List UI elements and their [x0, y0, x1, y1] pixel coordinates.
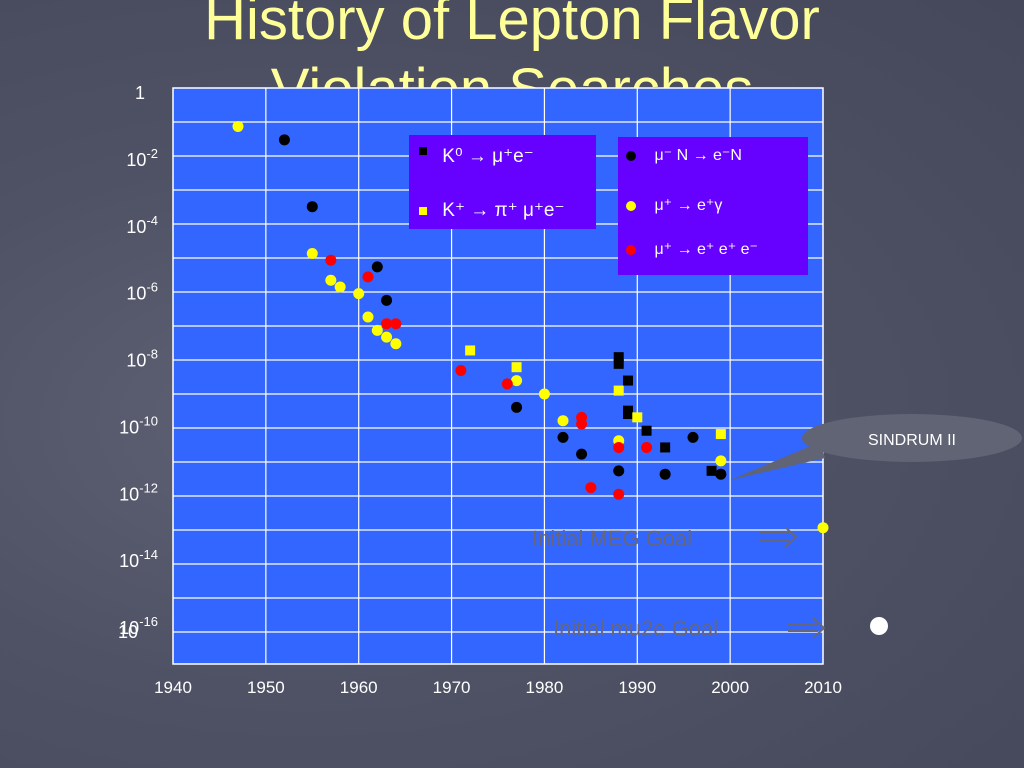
- legend-k0-text: K⁰ → μ⁺e⁻: [442, 146, 534, 167]
- data-point-circle: [715, 468, 727, 480]
- mu2e-goal-arrow-icon: [788, 617, 826, 639]
- sindrum-callout: SINDRUM II: [730, 414, 1022, 480]
- mu2e-goal-label: Initial mu2e Goal: [553, 616, 718, 641]
- x-tick-label: 1960: [340, 678, 378, 697]
- data-point-circle: [613, 488, 625, 500]
- data-point-square: [623, 375, 633, 386]
- data-point-square: [511, 362, 522, 373]
- data-point-square: [613, 358, 624, 369]
- legend-mu-eee-text: μ⁺ → e⁺ e⁺ e⁻: [654, 241, 758, 258]
- x-tick-label: 1970: [433, 678, 471, 697]
- meg-goal-arrow-icon: [760, 526, 798, 548]
- legend-muon: μ⁻ N → e⁻N μ⁺ → e⁺γ μ⁺ → e⁺ e⁺ e⁻: [618, 137, 808, 275]
- x-tick-label: 1980: [526, 678, 564, 697]
- data-point-square: [641, 425, 652, 436]
- data-point-circle: [585, 482, 597, 494]
- data-point-circle: [362, 271, 374, 283]
- y-tick-label: 10-14: [119, 547, 158, 571]
- x-axis-tick-labels: 1940 1950 1960 1970 1980 1990 2000 2010: [154, 678, 842, 697]
- data-point-circle: [455, 365, 467, 377]
- legend-item-mu-egamma: μ⁺ → e⁺γ: [626, 195, 722, 215]
- data-point-square: [465, 345, 476, 356]
- y-tick-label: 10-8: [126, 347, 158, 371]
- data-point-circle: [715, 455, 727, 467]
- sindrum-label: SINDRUM II: [868, 432, 956, 449]
- y-tick-label: 10-6: [126, 280, 158, 304]
- data-point-circle: [576, 418, 588, 430]
- black-circle-icon: [626, 150, 636, 161]
- x-tick-label: 1990: [618, 678, 656, 697]
- y-tick-label: 10-16: [119, 614, 158, 638]
- legend-kplus-text: K⁺ → π⁺ μ⁺e⁻: [442, 200, 565, 221]
- x-tick-label: 1940: [154, 678, 192, 697]
- data-point-circle: [353, 288, 365, 300]
- x-tick-label: 2010: [804, 678, 842, 697]
- data-point-circle: [576, 448, 588, 460]
- data-point-circle: [511, 375, 523, 387]
- data-point-circle: [613, 465, 625, 477]
- data-point-circle: [306, 201, 318, 213]
- legend-item-k0: K⁰ → μ⁺e⁻: [419, 145, 534, 168]
- data-point-circle: [511, 401, 523, 413]
- data-point-circle: [232, 120, 244, 132]
- yellow-circle-icon: [626, 200, 636, 211]
- data-point-circle: [641, 441, 653, 453]
- legend-mu-egamma-text: μ⁺ → e⁺γ: [654, 197, 723, 214]
- legend-item-mu-eee: μ⁺ → e⁺ e⁺ e⁻: [626, 239, 758, 259]
- legend-item-kplus: K⁺ → π⁺ μ⁺e⁻: [419, 199, 565, 222]
- data-point-circle: [501, 378, 513, 390]
- data-point-circle: [557, 415, 569, 427]
- yellow-square-icon: [419, 206, 427, 215]
- data-point-circle: [659, 468, 671, 480]
- mu2e-goal-point: [870, 617, 888, 635]
- data-point-circle: [381, 294, 393, 306]
- legend-item-mu-conversion: μ⁻ N → e⁻N: [626, 145, 742, 165]
- data-point-circle: [325, 274, 337, 286]
- data-point-square: [706, 465, 717, 476]
- data-point-circle: [334, 281, 346, 293]
- data-point-circle: [390, 338, 402, 350]
- y-tick-label-extra: 10: [118, 622, 138, 642]
- data-point-circle: [325, 254, 337, 266]
- data-point-circle: [390, 318, 402, 330]
- data-point-circle: [817, 522, 829, 534]
- y-tick-label: 10-12: [119, 480, 158, 504]
- y-tick-label: 10-10: [119, 413, 158, 437]
- data-point-circle: [362, 311, 374, 323]
- legend-kaon: K⁰ → μ⁺e⁻ K⁺ → π⁺ μ⁺e⁻: [409, 135, 596, 229]
- data-point-circle: [371, 261, 383, 273]
- data-point-circle: [613, 441, 625, 453]
- data-point-square: [623, 409, 633, 419]
- data-point-circle: [687, 431, 699, 443]
- slide-title-line-1: History of Lepton Flavor: [204, 0, 820, 52]
- data-points: [232, 120, 829, 534]
- data-point-circle: [278, 134, 290, 146]
- data-point-square: [715, 429, 726, 440]
- black-square-icon: [419, 147, 427, 155]
- data-point-circle: [381, 318, 393, 330]
- data-point-circle: [371, 324, 383, 336]
- red-circle-icon: [626, 244, 636, 255]
- y-tick-label: 10-2: [126, 146, 158, 170]
- data-point-circle: [306, 248, 318, 259]
- meg-goal-label: Initial MEG Goal: [532, 526, 692, 551]
- data-point-circle: [557, 431, 569, 443]
- data-point-square: [632, 412, 643, 423]
- data-point-square: [613, 352, 624, 363]
- x-tick-label: 2000: [711, 678, 749, 697]
- data-point-square: [613, 385, 624, 396]
- x-tick-label: 1950: [247, 678, 285, 697]
- y-tick-label: 1: [135, 83, 145, 103]
- data-point-circle: [538, 388, 550, 400]
- data-point-circle: [381, 331, 393, 343]
- data-point-square: [660, 442, 671, 453]
- y-tick-label: 10-4: [126, 213, 158, 237]
- legend-mu-conversion-text: μ⁻ N → e⁻N: [654, 147, 742, 164]
